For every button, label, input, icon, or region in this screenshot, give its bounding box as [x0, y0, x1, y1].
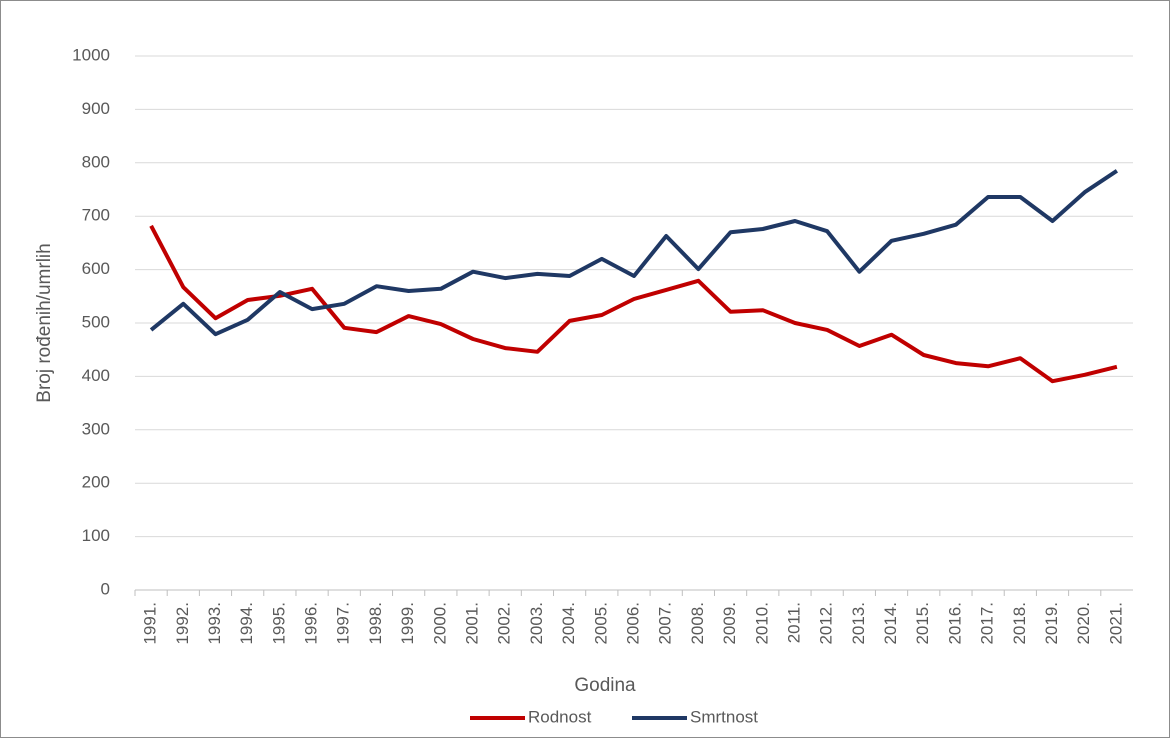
y-tick-label: 200 [82, 473, 110, 492]
legend-label: Rodnost [528, 707, 592, 726]
x-tick-label: 2007. [656, 602, 675, 645]
x-tick-label: 2017. [978, 602, 997, 645]
y-tick-label: 700 [82, 206, 110, 225]
x-tick-label: 2019. [1042, 602, 1061, 645]
y-tick-label: 500 [82, 312, 110, 331]
series-line [149, 169, 1119, 337]
series-line [149, 224, 1118, 384]
x-tick-label: 1993. [205, 602, 224, 645]
x-tick-label: 1991. [141, 602, 160, 645]
x-tick-label: 2016. [945, 602, 964, 645]
x-tick-label: 1999. [398, 602, 417, 645]
x-tick-label: 2012. [817, 602, 836, 645]
x-tick-label: 2018. [1010, 602, 1029, 645]
x-tick-label: 1992. [173, 602, 192, 645]
x-tick-label: 1995. [269, 602, 288, 645]
y-tick-label: 400 [82, 366, 110, 385]
y-tick-label: 800 [82, 152, 110, 171]
x-tick-label: 2021. [1106, 602, 1125, 645]
x-tick-label: 1996. [302, 602, 321, 645]
x-tick-label: 2003. [527, 602, 546, 645]
x-tick-label: 2008. [688, 602, 707, 645]
x-axis-title: Godina [574, 675, 636, 696]
x-tick-label: 2011. [784, 602, 803, 643]
y-tick-label: 600 [82, 259, 110, 278]
x-tick-label: 2010. [752, 602, 771, 645]
y-tick-label: 900 [82, 99, 110, 118]
x-tick-label: 2013. [849, 602, 868, 645]
x-tick-label: 2020. [1074, 602, 1093, 645]
x-tick-label: 1994. [237, 602, 256, 645]
y-tick-label: 300 [82, 419, 110, 438]
x-tick-label: 2015. [913, 602, 932, 645]
x-tick-label: 2005. [591, 602, 610, 645]
x-tick-label: 2000. [430, 602, 449, 645]
y-axis-title: Broj rođenih/umrlih [34, 243, 55, 402]
y-tick-label: 0 [101, 579, 110, 598]
y-tick-label: 1000 [72, 45, 110, 64]
x-tick-label: 2004. [559, 602, 578, 645]
x-tick-label: 2009. [720, 602, 739, 645]
x-tick-label: 2014. [881, 602, 900, 645]
x-tick-label: 1997. [334, 602, 353, 645]
x-tick-label: 2006. [623, 602, 642, 645]
x-tick-label: 2002. [495, 602, 514, 645]
legend-label: Smrtnost [690, 707, 758, 726]
x-tick-label: 2001. [463, 602, 482, 645]
x-tick-label: 1998. [366, 602, 385, 645]
y-tick-label: 100 [82, 526, 110, 545]
